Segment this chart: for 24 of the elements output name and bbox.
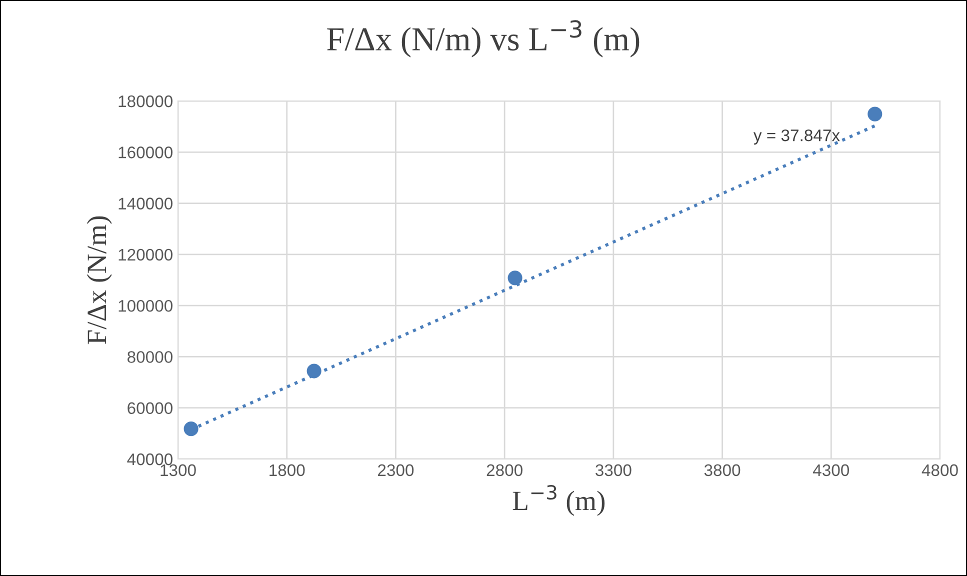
- x-tick-label: 2300: [378, 464, 414, 476]
- point: [508, 270, 522, 286]
- y-tick-label: 160000: [118, 146, 172, 158]
- x-axis-title: L$^{−3}$ (m): [512, 484, 605, 516]
- y-tick-label: 80000: [128, 351, 172, 363]
- y-tick-label: 60000: [128, 402, 172, 414]
- annotation: y = 37.847x: [753, 129, 840, 145]
- point: [868, 106, 882, 122]
- point: [306, 364, 322, 378]
- y-tick-label: 100000: [118, 300, 172, 312]
- x-tick-label: 4300: [812, 464, 850, 476]
- x-tick-label: 3300: [596, 464, 632, 476]
- x-tick-label: 1800: [270, 464, 305, 476]
- y-axis-title: F/Δx (N/m): [86, 216, 112, 344]
- y-tick-label: 120000: [118, 248, 172, 261]
- y-tick-label: 180000: [118, 95, 172, 108]
- chart-title: F/Δx (N/m) vs L$^{−3}$ (m): [327, 20, 640, 58]
- point: [184, 422, 198, 436]
- x-tick-label: 4800: [922, 464, 958, 476]
- y-tick-label: 140000: [118, 198, 172, 210]
- x-tick-label: 3800: [704, 464, 740, 476]
- y-tick-label: 40000: [127, 453, 172, 466]
- x-tick-label: 1300: [160, 464, 196, 476]
- x-tick-label: 2800: [486, 464, 522, 476]
